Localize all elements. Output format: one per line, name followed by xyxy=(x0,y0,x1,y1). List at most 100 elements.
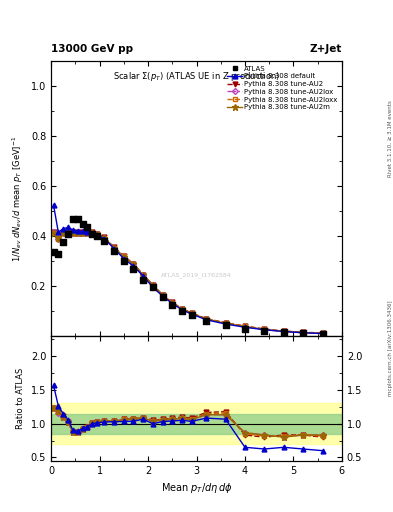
Pythia 8.308 tune-AU2 xyxy=(90,229,95,236)
Pythia 8.308 tune-AU2loxx xyxy=(66,228,70,234)
Pythia 8.308 tune-AU2lox xyxy=(141,272,145,279)
Pythia 8.308 tune-AU2lox xyxy=(281,328,286,334)
Pythia 8.308 tune-AU2m xyxy=(262,327,267,333)
ATLAS xyxy=(320,329,326,337)
Pythia 8.308 tune-AU2 xyxy=(189,310,194,316)
ATLAS xyxy=(101,237,108,245)
Pythia 8.308 tune-AU2m xyxy=(131,261,136,267)
Pythia 8.308 tune-AU2 xyxy=(223,319,228,326)
Pythia 8.308 tune-AU2 xyxy=(160,292,165,298)
Text: Scalar $\Sigma(p_T)$ (ATLAS UE in Z production): Scalar $\Sigma(p_T)$ (ATLAS UE in Z prod… xyxy=(113,70,280,82)
Pythia 8.308 tune-AU2 xyxy=(180,306,184,312)
Pythia 8.308 default xyxy=(189,311,194,317)
Pythia 8.308 default xyxy=(262,327,267,333)
Pythia 8.308 tune-AU2m xyxy=(121,253,126,260)
ATLAS xyxy=(84,223,91,231)
ATLAS xyxy=(261,327,268,335)
Pythia 8.308 tune-AU2lox xyxy=(223,320,228,326)
Pythia 8.308 default xyxy=(242,324,247,330)
Pythia 8.308 tune-AU2loxx xyxy=(301,329,305,335)
Pythia 8.308 default xyxy=(112,246,116,252)
ATLAS xyxy=(111,247,117,255)
ATLAS xyxy=(79,220,86,228)
Pythia 8.308 tune-AU2m xyxy=(151,282,155,288)
Pythia 8.308 tune-AU2m xyxy=(56,235,61,241)
Pythia 8.308 tune-AU2lox xyxy=(151,282,155,288)
Pythia 8.308 tune-AU2m xyxy=(112,245,116,251)
Pythia 8.308 tune-AU2 xyxy=(131,261,136,267)
Pythia 8.308 tune-AU2m xyxy=(242,324,247,330)
Pythia 8.308 tune-AU2lox xyxy=(301,330,305,336)
Pythia 8.308 default xyxy=(121,255,126,262)
ATLAS xyxy=(189,311,195,319)
Pythia 8.308 tune-AU2 xyxy=(75,229,80,236)
ATLAS xyxy=(121,257,127,265)
Pythia 8.308 tune-AU2lox xyxy=(90,230,95,236)
Pythia 8.308 default xyxy=(66,224,70,230)
Legend: ATLAS, Pythia 8.308 default, Pythia 8.308 tune-AU2, Pythia 8.308 tune-AU2lox, Py: ATLAS, Pythia 8.308 default, Pythia 8.30… xyxy=(224,63,340,113)
Pythia 8.308 tune-AU2 xyxy=(95,230,99,237)
Pythia 8.308 tune-AU2lox xyxy=(121,253,126,260)
Pythia 8.308 default xyxy=(131,263,136,269)
ATLAS xyxy=(50,248,57,257)
Pythia 8.308 default xyxy=(301,330,305,336)
Pythia 8.308 tune-AU2loxx xyxy=(131,261,136,267)
Y-axis label: $1/N_{ev}$ $dN_{ev}/d$ mean $p_T$ [GeV]$^{-1}$: $1/N_{ev}$ $dN_{ev}/d$ mean $p_T$ [GeV]$… xyxy=(11,136,25,262)
Pythia 8.308 tune-AU2lox xyxy=(320,330,325,336)
Pythia 8.308 tune-AU2m xyxy=(80,230,85,236)
Pythia 8.308 tune-AU2loxx xyxy=(320,330,325,336)
Pythia 8.308 tune-AU2lox xyxy=(71,230,75,236)
Pythia 8.308 tune-AU2m xyxy=(95,231,99,237)
Pythia 8.308 tune-AU2m xyxy=(320,330,325,336)
Pythia 8.308 tune-AU2loxx xyxy=(80,229,85,236)
Pythia 8.308 tune-AU2lox xyxy=(189,310,194,316)
Pythia 8.308 default xyxy=(170,301,174,307)
Pythia 8.308 tune-AU2loxx xyxy=(75,229,80,236)
Pythia 8.308 tune-AU2loxx xyxy=(223,320,228,326)
Pythia 8.308 tune-AU2 xyxy=(204,315,209,322)
Pythia 8.308 default xyxy=(204,317,209,323)
Pythia 8.308 tune-AU2m xyxy=(90,230,95,236)
Pythia 8.308 default xyxy=(141,273,145,279)
Pythia 8.308 tune-AU2m xyxy=(281,328,286,334)
Pythia 8.308 tune-AU2lox xyxy=(56,236,61,242)
Text: ATLAS_2019_I1762584: ATLAS_2019_I1762584 xyxy=(161,273,232,279)
Y-axis label: Ratio to ATLAS: Ratio to ATLAS xyxy=(16,368,25,429)
Pythia 8.308 tune-AU2m xyxy=(51,230,56,236)
ATLAS xyxy=(94,232,100,240)
ATLAS xyxy=(281,328,287,336)
Pythia 8.308 tune-AU2lox xyxy=(180,306,184,312)
ATLAS xyxy=(242,325,248,333)
Pythia 8.308 tune-AU2m xyxy=(85,230,90,236)
Pythia 8.308 tune-AU2lox xyxy=(61,230,66,236)
ATLAS xyxy=(203,317,209,325)
Line: Pythia 8.308 tune-AU2m: Pythia 8.308 tune-AU2m xyxy=(50,228,326,336)
ATLAS xyxy=(222,321,229,329)
Pythia 8.308 tune-AU2loxx xyxy=(90,229,95,236)
Pythia 8.308 tune-AU2lox xyxy=(80,230,85,236)
Pythia 8.308 tune-AU2lox xyxy=(51,229,56,236)
Pythia 8.308 tune-AU2loxx xyxy=(141,272,145,278)
Pythia 8.308 tune-AU2 xyxy=(121,253,126,259)
Pythia 8.308 tune-AU2loxx xyxy=(151,282,155,288)
Pythia 8.308 tune-AU2 xyxy=(80,229,85,236)
Pythia 8.308 tune-AU2 xyxy=(262,326,267,332)
Pythia 8.308 tune-AU2lox xyxy=(95,231,99,237)
Pythia 8.308 default xyxy=(151,284,155,290)
Pythia 8.308 tune-AU2loxx xyxy=(121,253,126,260)
Text: 13000 GeV pp: 13000 GeV pp xyxy=(51,44,133,54)
Pythia 8.308 default xyxy=(71,227,75,233)
Pythia 8.308 default xyxy=(95,232,99,238)
Pythia 8.308 tune-AU2m xyxy=(66,228,70,234)
ATLAS xyxy=(300,329,306,337)
Pythia 8.308 tune-AU2m xyxy=(160,292,165,298)
Pythia 8.308 default xyxy=(102,236,107,242)
ATLAS xyxy=(150,283,156,291)
Pythia 8.308 tune-AU2m xyxy=(75,230,80,236)
Text: Z+Jet: Z+Jet xyxy=(310,44,342,54)
ATLAS xyxy=(75,215,81,223)
Pythia 8.308 tune-AU2 xyxy=(281,328,286,334)
Pythia 8.308 tune-AU2lox xyxy=(102,235,107,241)
ATLAS xyxy=(65,229,71,238)
ATLAS xyxy=(160,293,166,302)
